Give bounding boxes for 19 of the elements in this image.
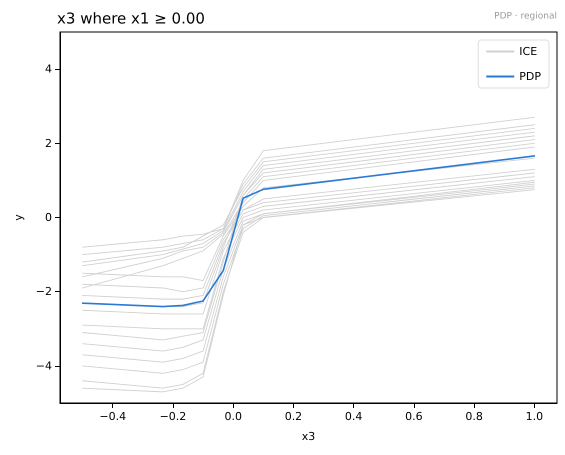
y-tick-label: −4 bbox=[36, 359, 52, 372]
legend-label: PDP bbox=[519, 70, 542, 83]
y-tick-label: 4 bbox=[45, 62, 52, 76]
x-tick-label: 0.6 bbox=[405, 410, 423, 423]
x-axis-title: x3 bbox=[302, 430, 316, 443]
text: PDP · regional bbox=[494, 12, 558, 22]
x-tick-label: 0.2 bbox=[284, 410, 302, 423]
x-tick-label: −0.2 bbox=[160, 410, 186, 423]
y-axis-title: y bbox=[12, 214, 25, 221]
x-tick-label: 0.0 bbox=[224, 410, 242, 423]
x-tick-label: 1.0 bbox=[526, 410, 544, 423]
x-tick-label: 0.4 bbox=[344, 410, 362, 423]
y-tick-label: 2 bbox=[45, 136, 52, 150]
y-tick-label: −2 bbox=[36, 285, 52, 298]
x-tick-label: 0.8 bbox=[465, 410, 483, 423]
y-tick-label: 0 bbox=[45, 211, 52, 224]
chart-title: x3 where x1 ≥ 0.00 bbox=[57, 10, 205, 28]
x-tick-label: −0.4 bbox=[99, 410, 126, 423]
legend-label: ICE bbox=[519, 45, 538, 58]
